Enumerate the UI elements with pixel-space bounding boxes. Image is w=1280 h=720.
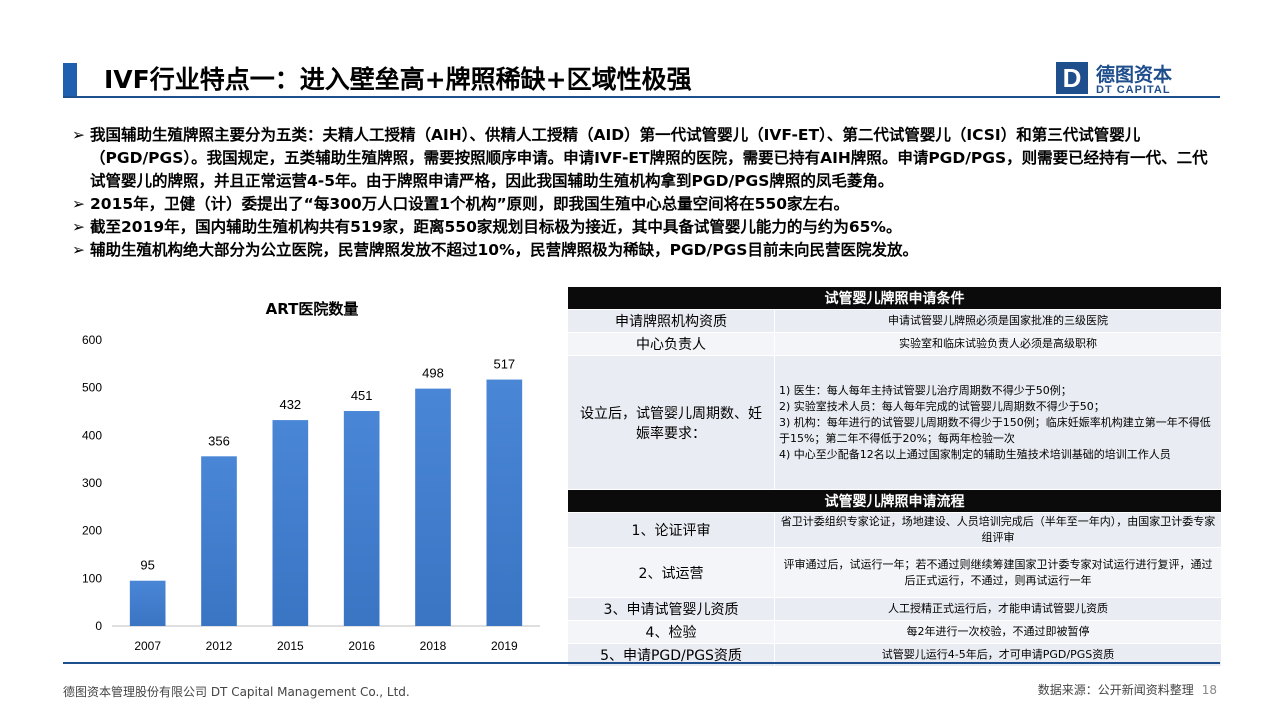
requirement-item: 1) 医生：每人每年主持试管婴儿治疗周期数不得少于50例；	[779, 383, 1072, 397]
condition-value: 实验室和临床试验负责人必须是高级职称	[774, 332, 1222, 356]
bar-chart-svg: 0 100 200 300 400 500 600 95 2007 356 2012 432 2015 4…	[82, 333, 540, 653]
bullet-text: 截至2019年，国内辅助生殖机构共有519家，距离550家规划目标极为接近，其中…	[90, 218, 902, 236]
data-label: 498	[422, 366, 444, 381]
x-tick-label: 2012	[206, 639, 233, 653]
process-step-value: 省卫计委组织专家论证，场地建设、人员培训完成后（半年至一年内），由国家卫计委专家…	[774, 512, 1222, 548]
bullet-item: ➢ 截至2019年，国内辅助生殖机构共有519家，距离550家规划目标极为接近，…	[72, 216, 1222, 239]
y-tick-label: 400	[82, 428, 102, 442]
bullet-item: ➢ 2015年，卫健（计）委提出了“每300万人口设置1个机构”原则，即我国生殖…	[72, 193, 1222, 216]
footer-company: 德图资本管理股份有限公司 DT Capital Management Co., …	[63, 685, 410, 699]
condition-value: 申请试管婴儿牌照必须是国家批准的三级医院	[774, 309, 1222, 333]
process-step-label: 2、试运营	[567, 547, 775, 598]
bullet-list: ➢ 我国辅助生殖牌照主要分为五类：夫精人工授精（AIH）、供精人工授精（AID）…	[72, 124, 1222, 262]
arrow-bullet-icon: ➢	[72, 195, 85, 213]
logo-english-name: DT CAPITAL	[1096, 84, 1171, 96]
x-tick-label: 2016	[348, 639, 375, 653]
data-label: 95	[140, 558, 154, 573]
bullet-text: 辅助生殖机构绝大部分为公立医院，民营牌照发放不超过10%，民营牌照极为稀缺，PG…	[90, 241, 918, 259]
page-number: 18	[1201, 683, 1217, 697]
art-hospital-chart: ART医院数量 0 100 200 300 400 500 600 95 2007 356 2012…	[62, 290, 562, 660]
logo-chinese-name: 德图资本	[1096, 64, 1173, 86]
y-tick-label: 600	[82, 333, 102, 347]
arrow-bullet-icon: ➢	[72, 126, 85, 144]
x-tick-label: 2007	[134, 639, 161, 653]
y-tick-label: 100	[82, 571, 102, 585]
title-divider	[63, 96, 1220, 98]
process-step-label: 4、检验	[567, 620, 775, 644]
data-label: 356	[208, 433, 230, 448]
data-label: 451	[351, 388, 373, 403]
condition-requirements: 1) 医生：每人每年主持试管婴儿治疗周期数不得少于50例； 2) 实验室技术人员…	[774, 355, 1222, 490]
footer-source: 数据来源：公开新闻资料整理 18	[1038, 681, 1217, 698]
condition-label: 设立后，试管婴儿周期数、妊娠率要求：	[567, 355, 775, 490]
bullet-text: 2015年，卫健（计）委提出了“每300万人口设置1个机构”原则，即我国生殖中心…	[90, 195, 850, 213]
x-tick-label: 2018	[420, 639, 447, 653]
process-step-label: 1、论证评审	[567, 512, 775, 548]
title-accent-bar	[63, 63, 77, 97]
bar	[415, 388, 451, 626]
page-title: IVF行业特点一：进入壁垒高+牌照稀缺+区域性极强	[104, 65, 692, 94]
source-note: 数据来源：公开新闻资料整理	[1037, 683, 1194, 697]
bar	[129, 580, 166, 626]
process-step-value: 每2年进行一次校验，不通过即被暂停	[774, 620, 1222, 644]
y-tick-label: 500	[82, 381, 102, 395]
y-tick-label: 0	[95, 619, 102, 633]
process-header: 试管婴儿牌照申请流程	[567, 489, 1222, 513]
logo-mark-icon: D	[1056, 62, 1088, 94]
condition-label: 申请牌照机构资质	[567, 309, 775, 333]
condition-label: 中心负责人	[567, 332, 775, 356]
x-tick-label: 2019	[491, 639, 518, 653]
chart-title: ART医院数量	[265, 300, 359, 318]
bar	[343, 411, 380, 626]
data-label: 432	[279, 397, 301, 412]
bullet-item: ➢ 我国辅助生殖牌照主要分为五类：夫精人工授精（AIH）、供精人工授精（AID）…	[72, 124, 1222, 193]
bar	[201, 456, 237, 626]
data-label: 517	[493, 357, 515, 372]
requirement-item: 2) 实验室技术人员：每人每年完成的试管婴儿周期数不得少于50；	[779, 399, 1105, 413]
company-logo: D 德图资本 DT CAPITAL	[1056, 62, 1226, 98]
process-step-label: 3、申请试管婴儿资质	[567, 597, 775, 621]
bullet-item: ➢ 辅助生殖机构绝大部分为公立医院，民营牌照发放不超过10%，民营牌照极为稀缺，…	[72, 239, 1222, 262]
requirement-item: 4) 中心至少配备12名以上通过国家制定的辅助生殖技术培训基础的培训工作人员	[779, 447, 1171, 461]
process-step-label: 5、申请PGD/PGS资质	[567, 643, 775, 667]
bullet-text: 我国辅助生殖牌照主要分为五类：夫精人工授精（AIH）、供精人工授精（AID）第一…	[90, 126, 1208, 190]
conditions-header: 试管婴儿牌照申请条件	[567, 286, 1222, 310]
process-step-value: 人工授精正式运行后，才能申请试管婴儿资质	[774, 597, 1222, 621]
arrow-bullet-icon: ➢	[72, 241, 85, 259]
process-step-value: 评审通过后，试运行一年；若不通过则继续筹建国家卫计委专家对试运行进行复评，通过后…	[774, 547, 1222, 598]
bar	[272, 420, 309, 626]
arrow-bullet-icon: ➢	[72, 218, 85, 236]
requirement-item: 3) 机构：每年进行的试管婴儿周期数不得少于150例；临床妊娠率机构建立第一年不…	[779, 415, 1211, 445]
y-tick-label: 300	[82, 476, 102, 490]
x-tick-label: 2015	[277, 639, 304, 653]
y-tick-label: 200	[82, 524, 102, 538]
bar	[486, 379, 523, 626]
footer-divider	[63, 662, 1220, 664]
license-table: 试管婴儿牌照申请条件 申请牌照机构资质 申请试管婴儿牌照必须是国家批准的三级医院…	[567, 286, 1222, 667]
